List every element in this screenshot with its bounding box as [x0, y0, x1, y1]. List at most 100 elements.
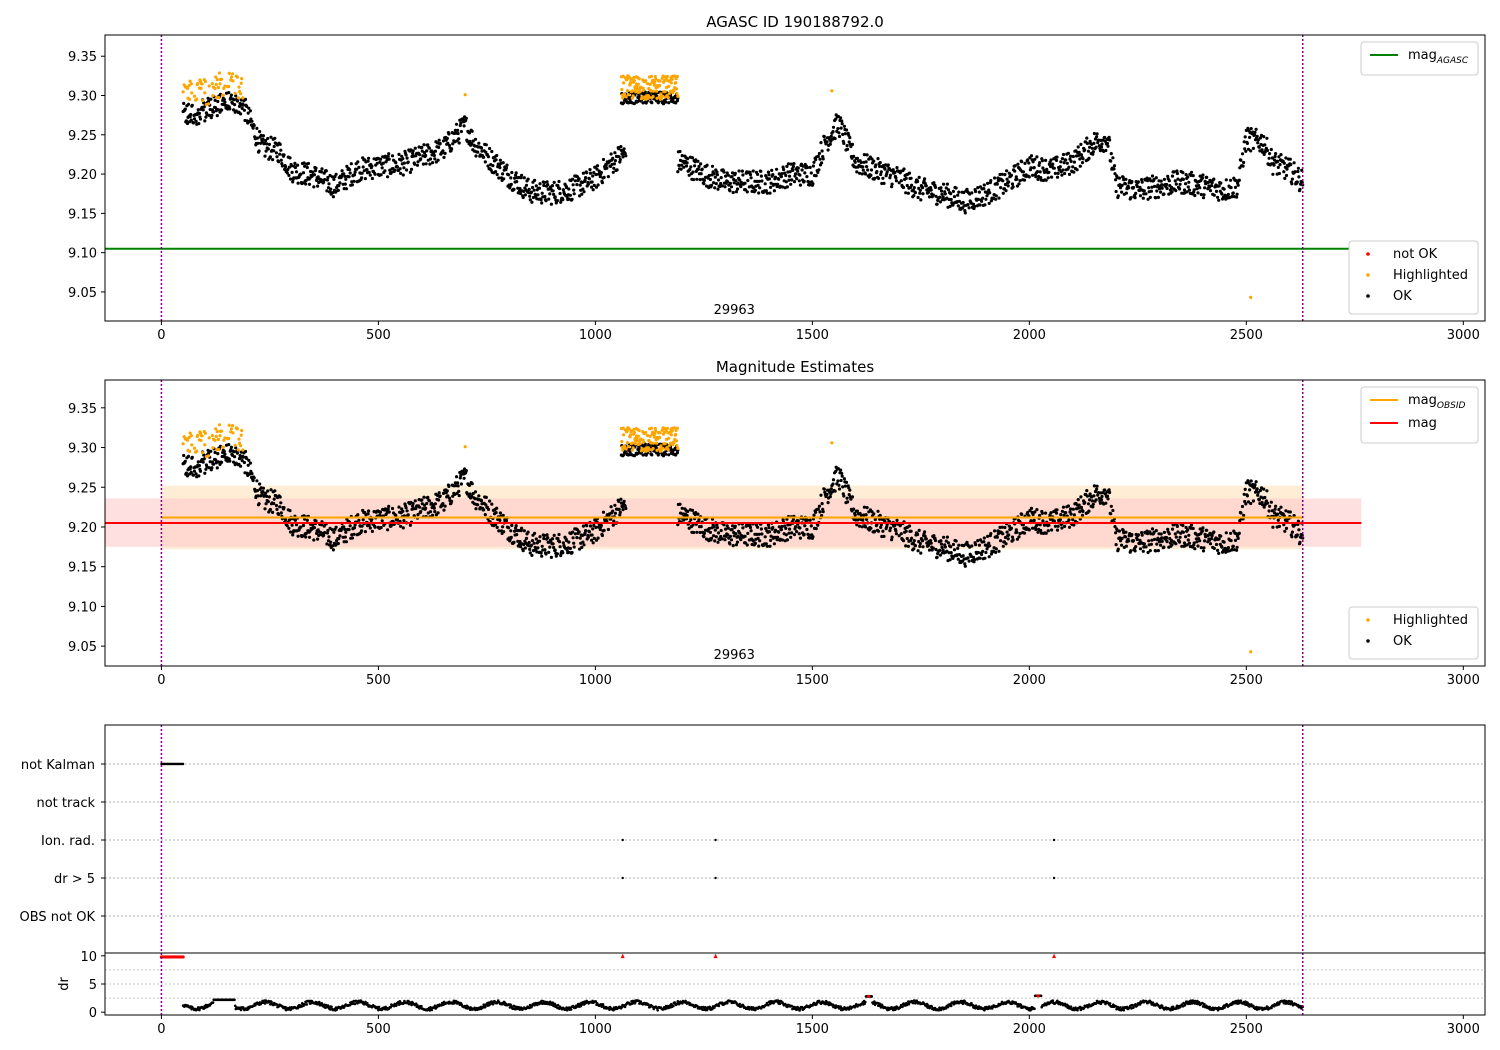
- highlighted-point: [235, 427, 239, 431]
- ok-point: [389, 170, 393, 174]
- ok-point: [183, 459, 187, 463]
- ok-point: [428, 162, 432, 166]
- ok-point: [266, 147, 270, 151]
- highlighted-point: [638, 90, 642, 94]
- ok-point: [894, 532, 899, 536]
- ok-point: [360, 529, 364, 533]
- ok-point: [978, 203, 982, 207]
- ok-point: [1276, 512, 1280, 516]
- highlighted-point: [636, 82, 640, 86]
- ok-point: [1252, 133, 1257, 137]
- legend-marker: [1366, 618, 1370, 622]
- ok-point: [479, 499, 484, 503]
- ok-point: [820, 149, 824, 153]
- ok-point: [578, 547, 582, 551]
- ok-point: [312, 185, 316, 189]
- ok-point: [1105, 141, 1110, 146]
- ok-point: [712, 525, 716, 529]
- ok-point: [746, 531, 750, 536]
- highlighted-point: [634, 90, 638, 94]
- ok-point: [916, 532, 920, 537]
- ok-point: [191, 473, 195, 477]
- ok-point: [957, 190, 961, 194]
- highlighted-point: [227, 436, 231, 441]
- ok-point: [886, 163, 890, 167]
- highlighted-point: [201, 98, 205, 103]
- ok-point: [1277, 155, 1281, 159]
- ok-point: [513, 176, 517, 180]
- ok-point: [1050, 175, 1054, 179]
- ok-point: [427, 499, 431, 503]
- ok-point: [776, 182, 780, 186]
- ok-point: [207, 466, 211, 470]
- ok-point: [1134, 545, 1138, 549]
- ok-point: [456, 481, 460, 485]
- ok-point: [735, 187, 740, 191]
- ok-point: [624, 506, 628, 511]
- ok-point: [242, 460, 246, 465]
- ok-point: [1003, 535, 1008, 540]
- ok-point: [1162, 530, 1166, 535]
- ok-point: [988, 544, 992, 548]
- ok-point: [280, 162, 284, 166]
- ok-point: [509, 529, 513, 533]
- ok-point: [1263, 143, 1267, 147]
- ok-point: [691, 170, 695, 174]
- ok-point: [1077, 503, 1081, 507]
- ok-point: [1149, 189, 1153, 193]
- ok-point: [1251, 146, 1255, 150]
- ok-point: [938, 553, 943, 557]
- ok-point: [1100, 142, 1104, 146]
- ok-point: [327, 535, 331, 539]
- highlighted-point: [649, 426, 654, 430]
- ok-point: [702, 531, 707, 536]
- ok-point: [994, 547, 998, 551]
- ok-point: [1136, 180, 1140, 184]
- ok-point: [437, 498, 441, 502]
- ok-point: [641, 453, 645, 457]
- ok-point: [1269, 147, 1273, 152]
- ok-point: [926, 190, 931, 194]
- ok-point: [183, 107, 187, 111]
- ok-point: [1121, 528, 1125, 532]
- dr-point: [303, 1003, 307, 1006]
- ok-point: [656, 453, 660, 457]
- ok-point: [1210, 537, 1214, 541]
- ok-point: [1234, 179, 1238, 183]
- ok-point: [438, 494, 442, 498]
- ok-point: [600, 181, 605, 185]
- ok-point: [1035, 170, 1040, 174]
- ok-point: [1094, 145, 1098, 149]
- ok-point: [1198, 527, 1202, 531]
- ok-point: [918, 191, 922, 195]
- dr-point: [196, 1008, 199, 1011]
- ok-point: [1067, 172, 1072, 176]
- ok-point: [1155, 542, 1159, 546]
- ok-point: [386, 154, 390, 158]
- ok-point: [882, 534, 886, 539]
- ok-point: [1113, 172, 1117, 176]
- ok-point: [819, 141, 823, 145]
- highlighted-point: [624, 95, 628, 99]
- ok-point: [716, 531, 721, 535]
- ok-point: [518, 187, 522, 191]
- ok-point: [929, 541, 933, 545]
- highlighted-point: [1249, 650, 1253, 654]
- ok-point: [818, 157, 822, 161]
- ok-point: [1044, 531, 1048, 535]
- ok-point: [1265, 489, 1269, 493]
- ok-point: [533, 178, 537, 182]
- ok-point: [473, 137, 478, 141]
- ok-point: [1175, 171, 1179, 176]
- ok-point: [1001, 532, 1005, 536]
- ok-point: [313, 169, 318, 173]
- ok-point: [802, 532, 806, 537]
- ok-point: [263, 507, 267, 511]
- ok-point: [939, 539, 943, 543]
- ok-point: [976, 186, 980, 190]
- ok-point: [837, 487, 842, 491]
- ok-point: [916, 549, 920, 553]
- ok-point: [1242, 160, 1246, 165]
- ok-point: [539, 551, 543, 555]
- ok-point: [932, 534, 936, 538]
